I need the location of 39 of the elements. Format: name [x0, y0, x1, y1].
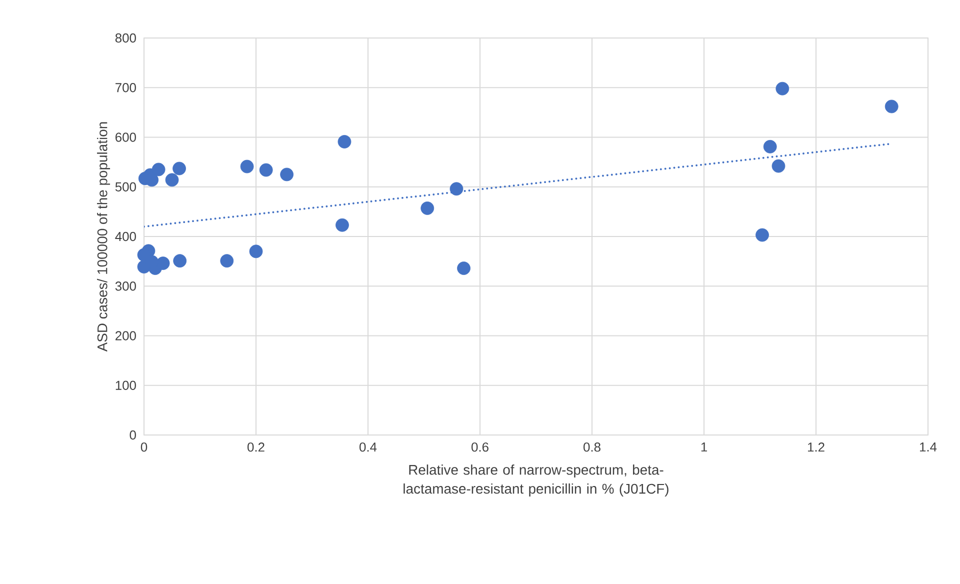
point	[152, 162, 166, 176]
point	[172, 162, 186, 176]
y-tick-label: 300	[115, 282, 136, 291]
point	[420, 202, 434, 215]
y-tick-label: 600	[116, 132, 136, 142]
y-tick-label: 500	[115, 182, 136, 192]
point	[336, 218, 349, 232]
x-tick-label: 0.6	[472, 442, 488, 452]
point	[280, 168, 294, 182]
point	[756, 228, 769, 242]
y-tick-label: 400	[115, 232, 136, 242]
point	[156, 256, 170, 270]
point	[249, 244, 263, 258]
point	[763, 140, 777, 154]
point	[165, 173, 179, 187]
point	[450, 182, 464, 196]
point	[884, 100, 898, 114]
point	[259, 163, 273, 177]
point	[338, 135, 352, 148]
point	[457, 262, 470, 275]
x-tick-label: 0.8	[584, 442, 600, 452]
point	[173, 254, 187, 268]
x-tick-label: 1	[701, 442, 707, 452]
point	[240, 160, 254, 174]
x-tick-label: 1.4	[920, 442, 937, 452]
point	[220, 254, 234, 268]
y-axis-title: ASD cases/ 100000 of the population	[97, 122, 110, 352]
y-tick-label: 200	[116, 331, 136, 340]
y-tick-label: 100	[116, 380, 136, 390]
y-tick-label: 700	[116, 83, 136, 92]
x-tick-label: 0.2	[248, 442, 264, 452]
point	[776, 82, 790, 96]
x-tick-label: 0.4	[360, 442, 377, 452]
x-axis-title: Relative share of narrow-spectrum, beta-lactamase-resistant penicillin in % (J01CF)	[404, 464, 668, 496]
point	[772, 159, 786, 173]
y-tick-label: 800	[115, 33, 136, 43]
y-tick-label: 0	[130, 430, 136, 440]
x-tick-label: 1.2	[808, 442, 824, 452]
x-tick-label: 0	[140, 442, 148, 452]
